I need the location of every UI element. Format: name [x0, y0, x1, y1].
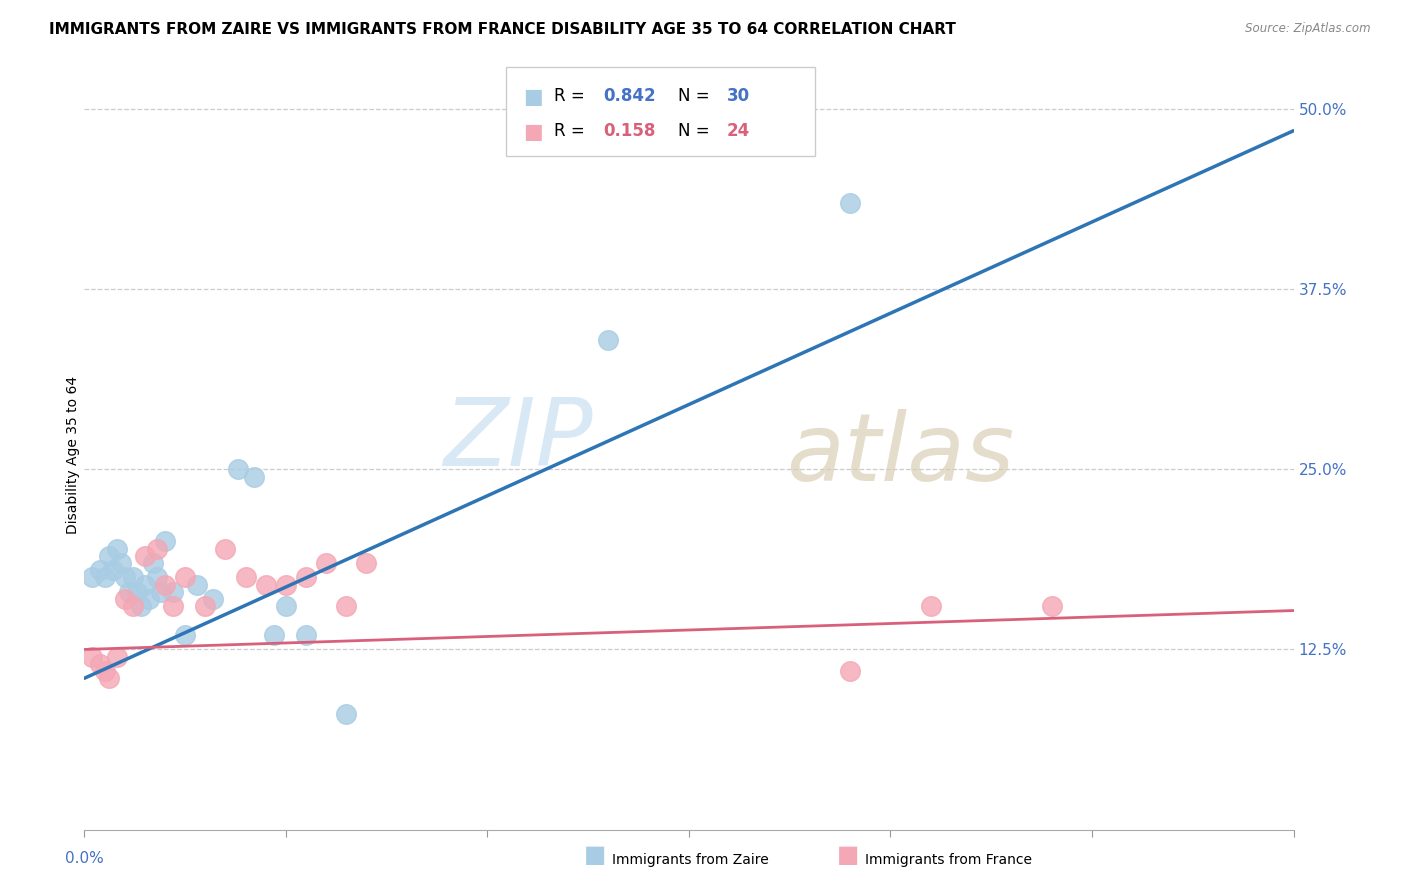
- Text: 0.0%: 0.0%: [65, 851, 104, 865]
- Point: [134, 577, 156, 591]
- Text: IMMIGRANTS FROM ZAIRE VS IMMIGRANTS FROM FRANCE DISABILITY AGE 35 TO 64 CORRELAT: IMMIGRANTS FROM ZAIRE VS IMMIGRANTS FROM…: [49, 22, 956, 37]
- Point: [295, 628, 318, 642]
- Point: [89, 657, 111, 671]
- Text: 0.158: 0.158: [603, 122, 655, 140]
- Point: [174, 628, 197, 642]
- Point: [149, 584, 172, 599]
- Text: Immigrants from France: Immigrants from France: [865, 853, 1032, 867]
- Point: [121, 599, 143, 614]
- Text: R =: R =: [554, 122, 591, 140]
- Point: [839, 664, 862, 678]
- Point: [105, 649, 128, 664]
- Text: ZIP: ZIP: [443, 394, 592, 485]
- Text: 24: 24: [727, 122, 751, 140]
- Point: [315, 556, 337, 570]
- Point: [335, 599, 357, 614]
- Point: [242, 469, 264, 483]
- Point: [174, 570, 197, 584]
- Y-axis label: Disability Age 35 to 64: Disability Age 35 to 64: [66, 376, 80, 534]
- Point: [105, 541, 128, 556]
- Point: [97, 671, 120, 685]
- Point: [146, 541, 169, 556]
- Point: [598, 333, 620, 347]
- Point: [93, 664, 115, 678]
- Point: [226, 462, 249, 476]
- Point: [125, 584, 148, 599]
- Text: Source: ZipAtlas.com: Source: ZipAtlas.com: [1246, 22, 1371, 36]
- Point: [202, 592, 225, 607]
- Text: atlas: atlas: [786, 409, 1014, 500]
- Point: [82, 570, 104, 584]
- Point: [153, 577, 176, 591]
- Point: [162, 584, 184, 599]
- Point: [114, 570, 136, 584]
- Point: [274, 599, 297, 614]
- Point: [142, 556, 165, 570]
- Point: [118, 584, 141, 599]
- Point: [110, 556, 132, 570]
- Point: [82, 649, 104, 664]
- Text: ■: ■: [523, 122, 543, 142]
- Text: N =: N =: [678, 87, 714, 104]
- Point: [146, 570, 169, 584]
- Point: [920, 599, 942, 614]
- Point: [101, 563, 124, 577]
- Point: [93, 570, 115, 584]
- Text: 30: 30: [727, 87, 749, 104]
- Point: [263, 628, 285, 642]
- Point: [274, 577, 297, 591]
- Point: [194, 599, 217, 614]
- Point: [356, 556, 378, 570]
- Point: [162, 599, 184, 614]
- Point: [214, 541, 236, 556]
- Text: ■: ■: [583, 843, 606, 867]
- Point: [138, 592, 160, 607]
- Point: [295, 570, 318, 584]
- Point: [134, 549, 156, 563]
- Point: [254, 577, 277, 591]
- Point: [114, 592, 136, 607]
- Point: [129, 599, 152, 614]
- Point: [97, 549, 120, 563]
- Point: [153, 534, 176, 549]
- Point: [335, 707, 357, 722]
- Text: N =: N =: [678, 122, 714, 140]
- Point: [89, 563, 111, 577]
- Point: [235, 570, 257, 584]
- Text: Immigrants from Zaire: Immigrants from Zaire: [612, 853, 768, 867]
- Text: ■: ■: [837, 843, 859, 867]
- Text: ■: ■: [523, 87, 543, 106]
- Text: R =: R =: [554, 87, 591, 104]
- Text: 0.842: 0.842: [603, 87, 655, 104]
- Point: [186, 577, 208, 591]
- Point: [121, 570, 143, 584]
- Point: [1040, 599, 1063, 614]
- Point: [839, 195, 862, 210]
